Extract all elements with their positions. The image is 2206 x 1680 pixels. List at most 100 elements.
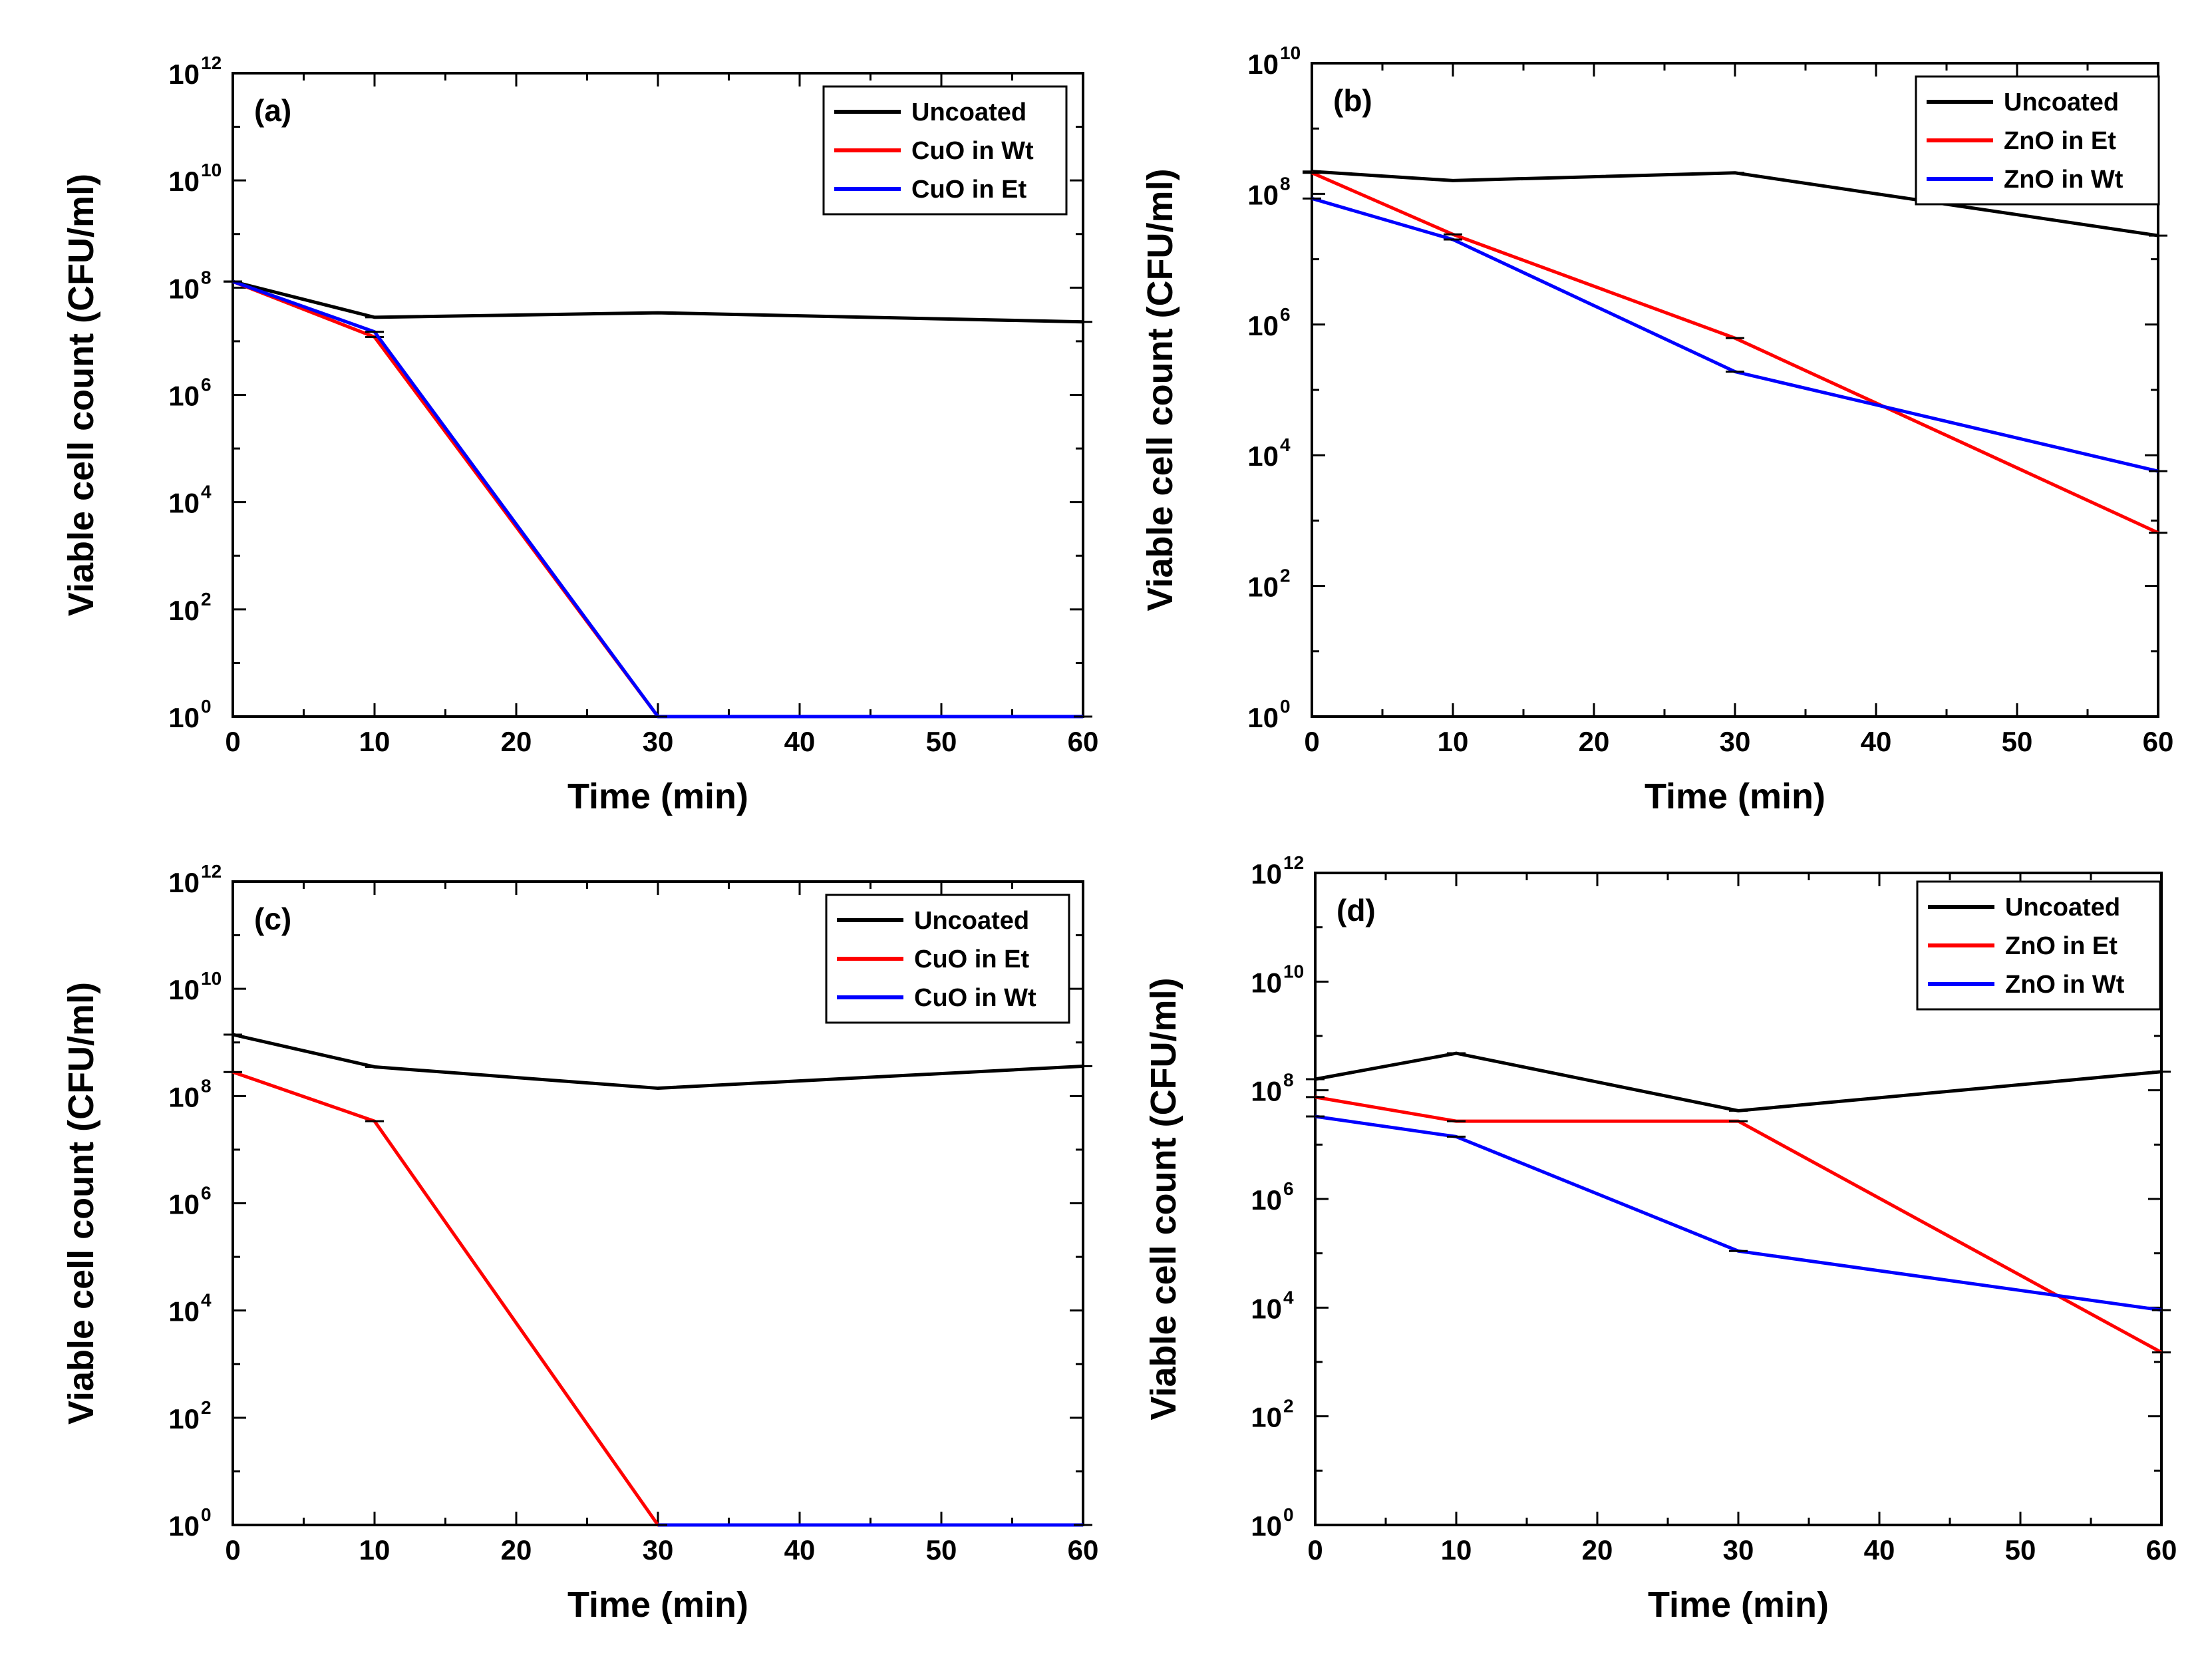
x-axis-label: Time (min) — [1648, 1585, 1829, 1625]
y-tick-exponent: 2 — [201, 1397, 212, 1418]
panel-title: (b) — [1333, 83, 1372, 118]
y-tick-label: 10 — [168, 166, 200, 197]
y-tick-label: 10 — [1251, 1510, 1282, 1542]
y-tick-label: 10 — [168, 1510, 200, 1542]
x-tick-label: 50 — [2005, 1534, 2036, 1566]
x-tick-label: 20 — [501, 1534, 532, 1566]
y-tick-label: 10 — [168, 273, 200, 304]
y-tick-exponent: 6 — [1283, 1178, 1294, 1199]
x-tick-label: 20 — [501, 726, 532, 757]
series-line-cuo-in-et — [232, 279, 1083, 719]
x-tick-label: 40 — [784, 1534, 816, 1566]
x-tick-label: 30 — [643, 1534, 674, 1566]
legend-label: CuO in Et — [914, 945, 1029, 973]
x-tick-label: 40 — [784, 726, 816, 757]
series-line-cuo-in-wt — [232, 279, 1083, 719]
panel-title: (a) — [254, 93, 291, 128]
x-axis-label: Time (min) — [1645, 776, 1825, 816]
legend: Uncoated ZnO in Et ZnO in Wt — [1915, 75, 2160, 206]
legend-label: ZnO in Wt — [2004, 166, 2124, 194]
x-tick-label: 0 — [225, 726, 240, 757]
y-tick-exponent: 6 — [201, 375, 212, 395]
y-tick-exponent: 10 — [1280, 43, 1301, 63]
y-tick-exponent: 6 — [201, 1183, 212, 1204]
panel-title: (d) — [1337, 893, 1376, 927]
x-tick-label: 20 — [1582, 1534, 1613, 1566]
x-tick-label: 30 — [1720, 726, 1751, 757]
series-line-zno-in-et — [1315, 1095, 2163, 1354]
y-tick-exponent: 8 — [201, 267, 212, 287]
y-tick-exponent: 0 — [201, 696, 212, 717]
legend: Uncoated CuO in Wt CuO in Et — [822, 85, 1068, 216]
x-tick-label: 60 — [1068, 726, 1099, 757]
x-axis-label: Time (min) — [567, 1585, 748, 1625]
y-tick-exponent: 12 — [201, 53, 222, 73]
y-tick-exponent: 0 — [201, 1504, 212, 1525]
x-tick-label: 0 — [1304, 726, 1319, 757]
y-tick-label: 10 — [1247, 49, 1279, 80]
x-tick-label: 50 — [2002, 726, 2033, 757]
x-tick-label: 60 — [2143, 726, 2174, 757]
x-tick-label: 50 — [926, 726, 957, 757]
y-tick-exponent: 10 — [201, 968, 222, 989]
legend-label: Uncoated — [914, 907, 1029, 935]
y-tick-exponent: 2 — [201, 589, 212, 609]
x-tick-label: 30 — [1723, 1534, 1754, 1566]
y-tick-label: 10 — [1247, 310, 1279, 341]
y-tick-exponent: 0 — [1283, 1504, 1294, 1525]
y-tick-label: 10 — [1247, 179, 1279, 210]
y-tick-label: 10 — [1251, 1184, 1282, 1216]
series-line-zno-in-wt — [1311, 196, 2159, 473]
y-tick-exponent: 0 — [1280, 696, 1291, 717]
series-line-uncoated — [1315, 1051, 2162, 1112]
y-tick-label: 10 — [1251, 967, 1282, 998]
legend-label: CuO in Wt — [911, 137, 1034, 165]
y-tick-exponent: 10 — [1283, 961, 1304, 981]
legend-label: ZnO in Wt — [2005, 971, 2125, 999]
series-line-cuo-in-et — [232, 1070, 1083, 1527]
y-tick-exponent: 8 — [1283, 1070, 1294, 1091]
x-tick-label: 30 — [643, 726, 674, 757]
y-tick-label: 10 — [168, 381, 200, 412]
legend-label: ZnO in Et — [2004, 127, 2116, 155]
series-line-uncoated — [232, 1033, 1084, 1091]
y-tick-exponent: 2 — [1283, 1396, 1294, 1417]
y-axis-label: Viable cell count (CFU/ml) — [1140, 168, 1180, 611]
y-tick-exponent: 12 — [1283, 852, 1304, 873]
y-axis-label: Viable cell count (CFU/ml) — [61, 174, 101, 616]
x-tick-label: 60 — [2146, 1534, 2177, 1566]
y-tick-label: 10 — [1247, 702, 1279, 733]
legend: Uncoated ZnO in Et ZnO in Wt — [1916, 880, 2161, 1011]
y-tick-label: 10 — [1251, 1402, 1282, 1433]
y-axis-label: Viable cell count (CFU/ml) — [1144, 977, 1183, 1420]
x-tick-label: 50 — [926, 1534, 957, 1566]
y-tick-label: 10 — [168, 59, 200, 90]
legend-label: ZnO in Et — [2005, 932, 2118, 960]
series-line-zno-in-wt — [1315, 1114, 2162, 1312]
y-tick-exponent: 4 — [201, 482, 212, 502]
y-tick-label: 10 — [168, 488, 200, 519]
legend-label: CuO in Et — [911, 176, 1026, 204]
y-tick-exponent: 6 — [1280, 304, 1291, 325]
y-tick-label: 10 — [168, 1403, 200, 1434]
y-tick-label: 10 — [168, 1296, 200, 1327]
x-tick-label: 10 — [1438, 726, 1469, 757]
y-tick-label: 10 — [1247, 440, 1279, 472]
x-tick-label: 10 — [1441, 1534, 1472, 1566]
x-tick-label: 20 — [1579, 726, 1610, 757]
y-tick-exponent: 4 — [1280, 434, 1291, 455]
x-tick-label: 60 — [1068, 1534, 1099, 1566]
y-tick-label: 10 — [1251, 858, 1282, 890]
legend-label: Uncoated — [2004, 88, 2119, 116]
series-line-zno-in-et — [1311, 171, 2159, 535]
y-tick-label: 10 — [168, 1081, 200, 1112]
y-tick-exponent: 10 — [201, 160, 222, 180]
x-tick-label: 10 — [359, 1534, 391, 1566]
y-tick-label: 10 — [168, 702, 200, 733]
y-tick-exponent: 4 — [201, 1290, 212, 1311]
